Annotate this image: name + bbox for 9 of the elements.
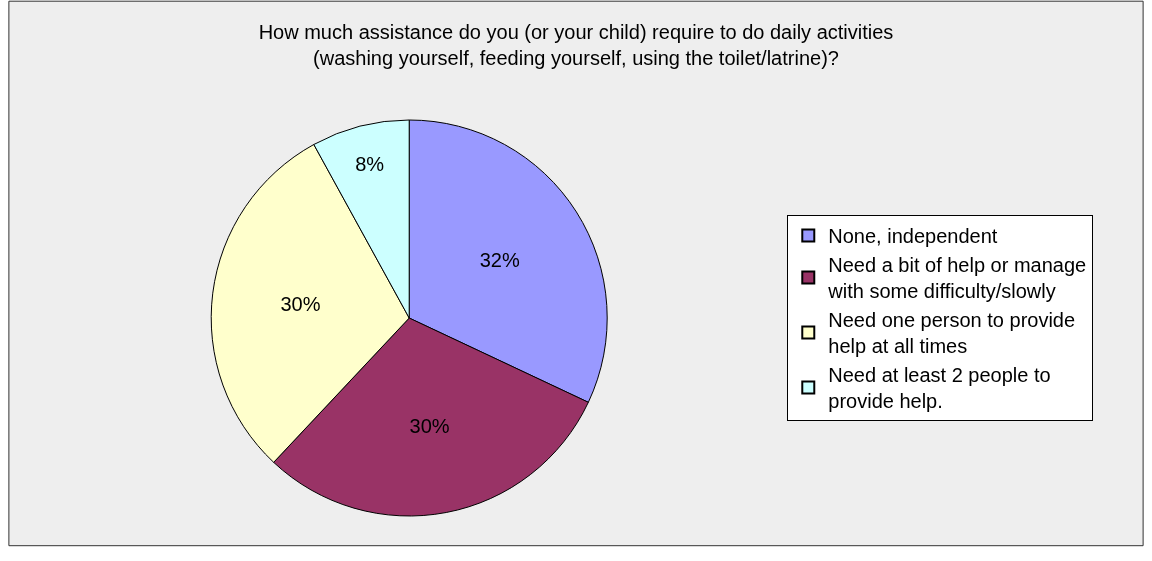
legend-label: Need a bit of help or manage with some difficulty/slowly bbox=[827, 254, 1087, 303]
chart-title: How much assistance do you (or your child) require to do daily activities (washing yourself, feeding yourself, using the toilet/latrine)? bbox=[258, 21, 894, 70]
data-label: 30% bbox=[280, 293, 321, 316]
data-label: 30% bbox=[409, 414, 450, 437]
data-label: 8% bbox=[355, 153, 385, 176]
data-label: 32% bbox=[479, 249, 520, 272]
legend-label: Need one person to provide help at all times bbox=[828, 309, 1076, 358]
legend-label: Need at least 2 people to provide help. bbox=[828, 364, 1051, 413]
legend-label: None, independent bbox=[828, 225, 998, 248]
